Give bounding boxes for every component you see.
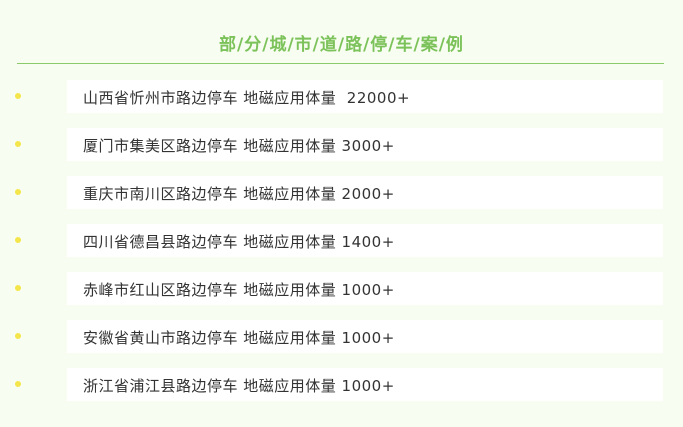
item-text: 厦门市集美区路边停车 地磁应用体量 3000+ xyxy=(83,137,395,155)
item-text: 山西省忻州市路边停车 地磁应用体量 22000+ xyxy=(83,89,411,107)
item-box: 四川省德昌县路边停车 地磁应用体量 1400+ xyxy=(67,224,663,257)
item-text: 四川省德昌县路边停车 地磁应用体量 1400+ xyxy=(83,233,395,251)
item-text: 重庆市南川区路边停车 地磁应用体量 2000+ xyxy=(83,185,395,203)
bullet-icon xyxy=(15,381,21,387)
item-box: 浙江省浦江县路边停车 地磁应用体量 1000+ xyxy=(67,368,663,401)
bullet-icon xyxy=(15,285,21,291)
bullet-icon xyxy=(15,189,21,195)
section-title: 部/分/城/市/道/路/停/车/案/例 xyxy=(219,35,464,55)
title-divider xyxy=(17,63,664,64)
list-item: 厦门市集美区路边停车 地磁应用体量 3000+ xyxy=(0,128,683,161)
item-box: 山西省忻州市路边停车 地磁应用体量 22000+ xyxy=(67,80,663,113)
item-text: 赤峰市红山区路边停车 地磁应用体量 1000+ xyxy=(83,281,395,299)
list-item: 山西省忻州市路边停车 地磁应用体量 22000+ xyxy=(0,80,683,113)
bullet-icon xyxy=(15,141,21,147)
list-item: 安徽省黄山市路边停车 地磁应用体量 1000+ xyxy=(0,320,683,353)
item-box: 厦门市集美区路边停车 地磁应用体量 3000+ xyxy=(67,128,663,161)
bullet-icon xyxy=(15,333,21,339)
list-item: 浙江省浦江县路边停车 地磁应用体量 1000+ xyxy=(0,368,683,401)
item-box: 赤峰市红山区路边停车 地磁应用体量 1000+ xyxy=(67,272,663,305)
list-item: 赤峰市红山区路边停车 地磁应用体量 1000+ xyxy=(0,272,683,305)
item-box: 安徽省黄山市路边停车 地磁应用体量 1000+ xyxy=(67,320,663,353)
item-text: 安徽省黄山市路边停车 地磁应用体量 1000+ xyxy=(83,329,395,347)
bullet-icon xyxy=(15,93,21,99)
list-item: 四川省德昌县路边停车 地磁应用体量 1400+ xyxy=(0,224,683,257)
bullet-icon xyxy=(15,237,21,243)
item-text: 浙江省浦江县路边停车 地磁应用体量 1000+ xyxy=(83,377,395,395)
list-item: 重庆市南川区路边停车 地磁应用体量 2000+ xyxy=(0,176,683,209)
item-box: 重庆市南川区路边停车 地磁应用体量 2000+ xyxy=(67,176,663,209)
